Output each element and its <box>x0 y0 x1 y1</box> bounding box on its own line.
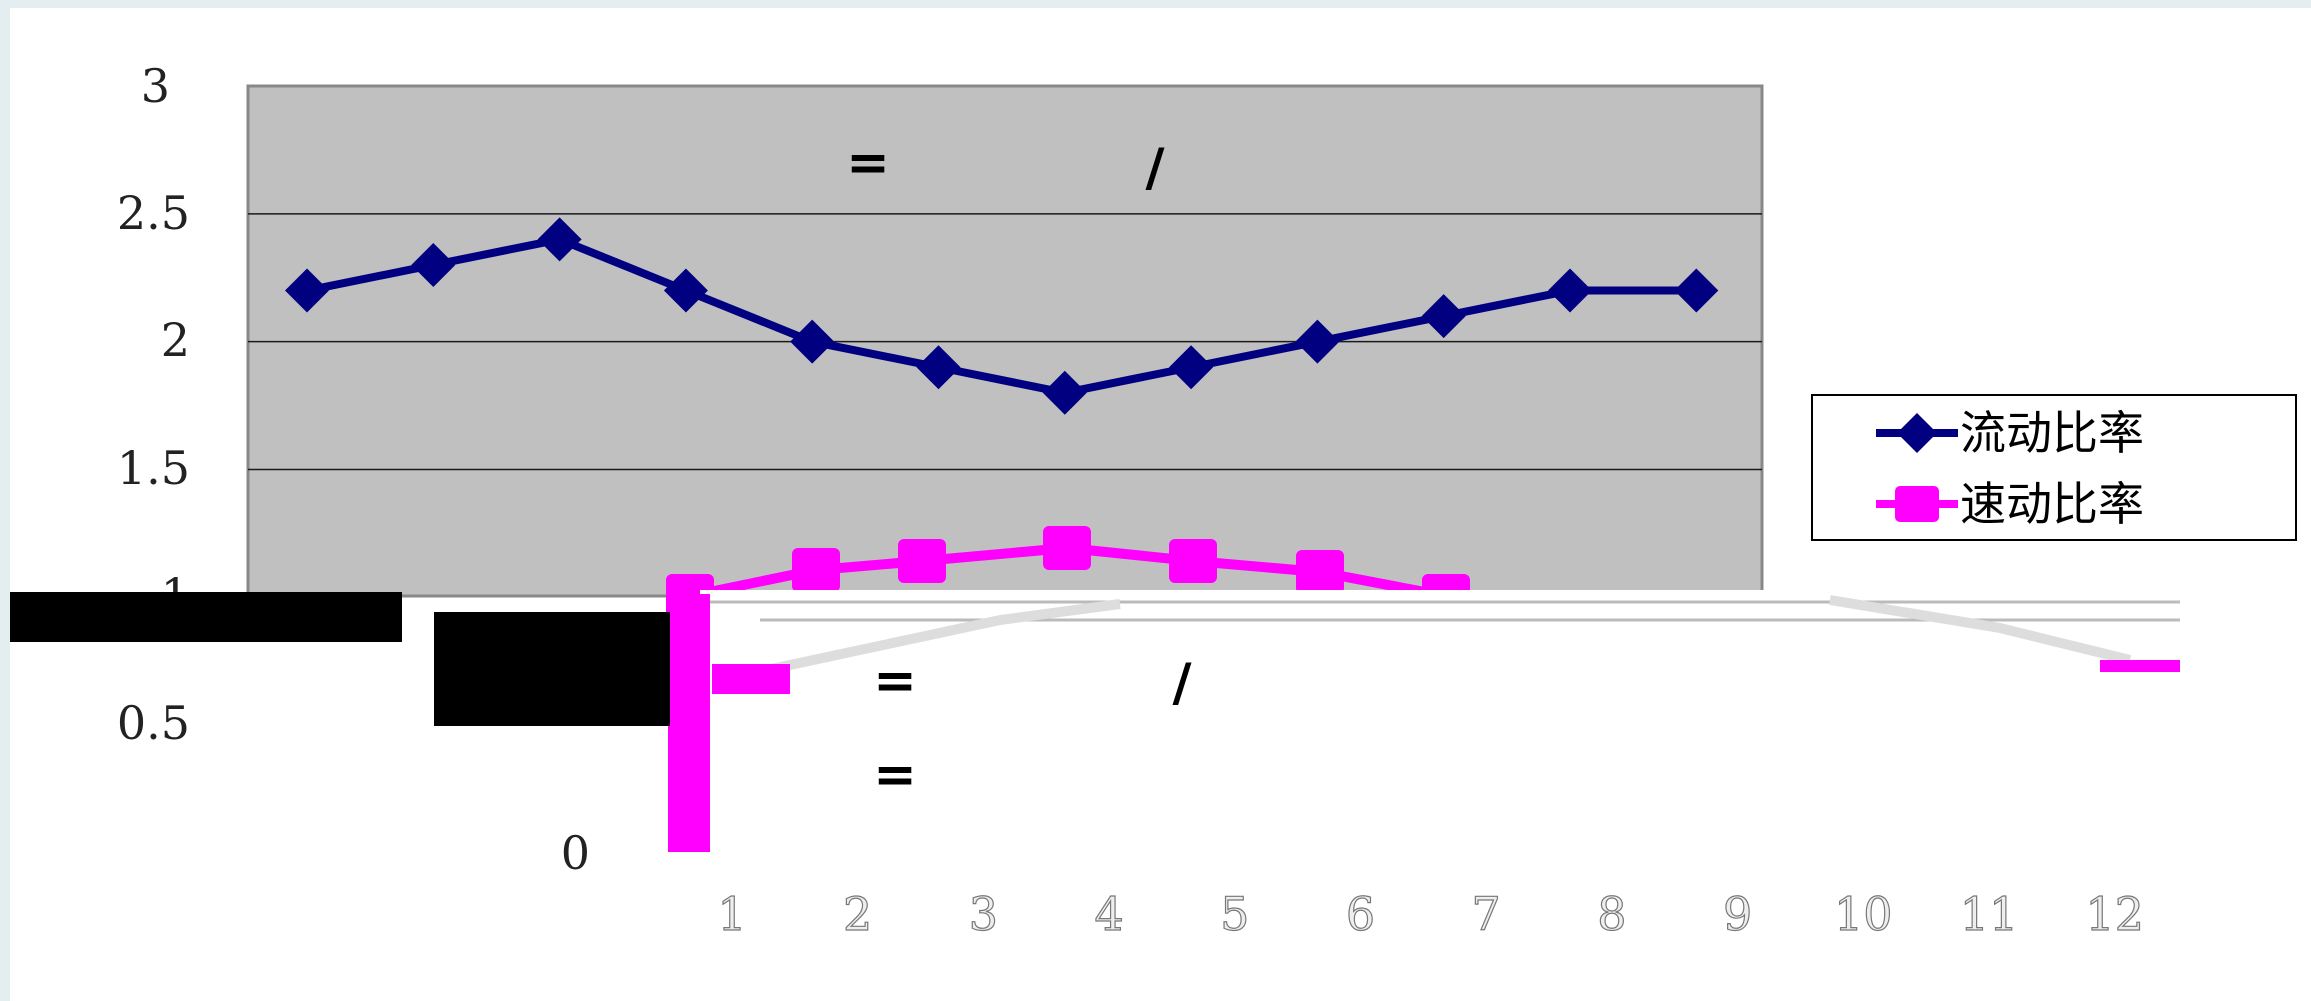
magenta-square-right <box>2100 660 2180 672</box>
series-point-liudong-11 <box>1548 268 1592 313</box>
overlay-symbol-2: / <box>1146 138 1165 198</box>
series-point-sudong-5 <box>1169 539 1217 583</box>
y-tick-label: 1.5 <box>117 441 190 495</box>
x-tick-label: 11 <box>1960 887 2019 941</box>
x-tick-label: 5 <box>1220 887 1249 941</box>
y-axis-tick-labels: 32.521.510.50 <box>117 59 590 880</box>
overlay-symbol-5: = <box>873 745 917 805</box>
overlay-symbol-4: / <box>1173 653 1192 713</box>
x-tick-label: 6 <box>1346 887 1375 941</box>
series-point-liudong-8 <box>1169 345 1214 390</box>
overlay-faint-line-left <box>718 599 1121 685</box>
y-tick-label: 2.5 <box>117 186 190 240</box>
magenta-bar-left <box>668 594 710 852</box>
series-point-sudong-6 <box>1296 550 1344 594</box>
x-tick-label: 10 <box>1834 887 1893 941</box>
series-point-sudong-4 <box>1043 526 1091 570</box>
slide-overlay: = / = / = <box>10 133 2180 890</box>
overlay-symbol-1: = <box>846 133 890 193</box>
x-tick-label: 8 <box>1597 887 1626 941</box>
magenta-square-left <box>712 664 790 694</box>
overlay-faint-line-right <box>1829 595 2132 665</box>
overlay-symbol-3: = <box>873 651 917 711</box>
series-point-liudong-5 <box>790 319 835 364</box>
legend-label-liudong: 流动比率 <box>1960 406 2144 460</box>
series-point-liudong-7 <box>1042 370 1087 415</box>
x-tick-label: 1 <box>717 887 746 941</box>
y-tick-label: 0.5 <box>117 696 190 750</box>
white-overlay-panel <box>700 590 2180 890</box>
redaction-box-middle <box>434 612 670 726</box>
series-point-liudong-9 <box>1295 319 1340 364</box>
legend-box <box>1811 394 2297 541</box>
series-point-liudong-3 <box>537 217 582 262</box>
y-tick-label: 2 <box>161 313 190 367</box>
x-tick-label: 9 <box>1723 887 1752 941</box>
redaction-bar-left <box>10 592 402 642</box>
x-tick-label: 4 <box>1094 887 1123 941</box>
legend-marker-liudong <box>1897 413 1937 453</box>
series-point-liudong-4 <box>663 268 708 313</box>
x-tick-label: 7 <box>1472 887 1501 941</box>
series-point-sudong-3 <box>898 539 946 583</box>
y-tick-label: 3 <box>141 59 170 113</box>
legend-marker-sudong <box>1895 486 1939 522</box>
series-point-liudong-2 <box>411 242 456 287</box>
x-tick-label: 2 <box>843 887 872 941</box>
series-point-liudong-12 <box>1674 268 1719 313</box>
series-point-liudong-10 <box>1421 294 1466 339</box>
y-tick-label: 0 <box>561 826 590 880</box>
x-tick-label: 3 <box>969 887 998 941</box>
series-line-liudong <box>306 235 1697 397</box>
legend-label-sudong: 速动比率 <box>1960 477 2144 531</box>
x-tick-label: 12 <box>2085 887 2144 941</box>
series-point-liudong-1 <box>285 268 329 313</box>
gridlines <box>248 213 1762 471</box>
series-layer <box>285 217 1719 618</box>
series-point-sudong-2 <box>792 548 840 592</box>
series-point-liudong-6 <box>916 345 961 390</box>
